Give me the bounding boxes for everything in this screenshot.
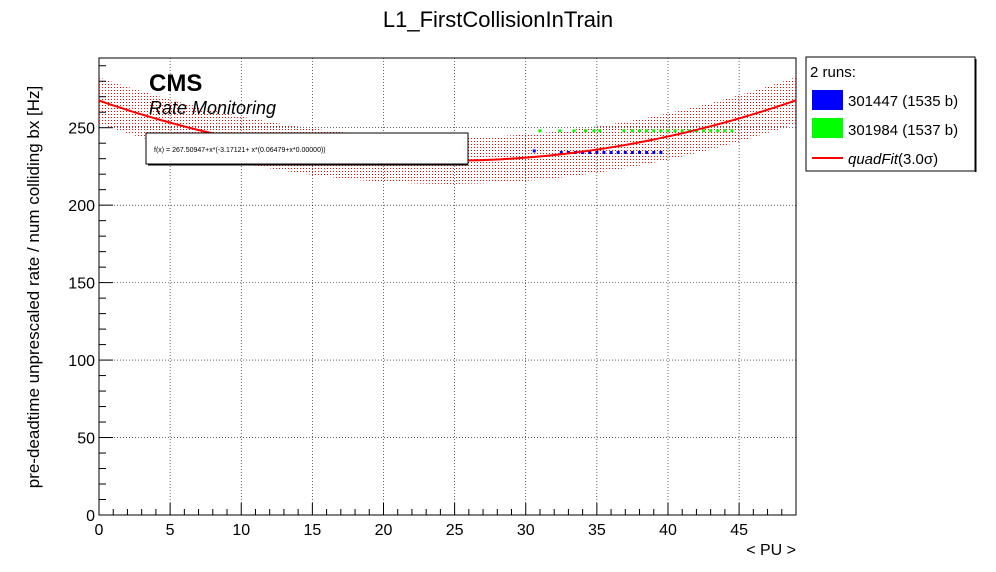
data-point-301984 xyxy=(702,129,706,133)
legend-swatch-301984 xyxy=(812,118,843,138)
data-point-301984 xyxy=(583,129,587,133)
legend-label-quadfit-suffix: (3.0σ) xyxy=(898,151,938,168)
data-point-301447 xyxy=(609,150,613,154)
legend-label-quadfit-name: quadFit xyxy=(848,151,899,168)
y-tick-label: 0 xyxy=(86,508,95,525)
legend-box-shadow xyxy=(975,59,977,172)
data-point-301984 xyxy=(659,129,663,133)
data-point-301447 xyxy=(645,150,649,154)
data-point-301984 xyxy=(723,129,727,133)
x-tick-label: 30 xyxy=(517,522,535,539)
x-tick-label: 20 xyxy=(375,522,393,539)
legend-label-301447: 301447 (1535 b) xyxy=(848,93,958,110)
legend-label-quadfit: quadFit(3.0σ) xyxy=(848,151,938,168)
x-tick-label: 10 xyxy=(232,522,250,539)
x-tick-label: 0 xyxy=(95,522,104,539)
fit-formula-box xyxy=(145,132,469,165)
data-point-301447 xyxy=(638,150,642,154)
y-tick-label: 200 xyxy=(68,198,95,215)
data-point-301984 xyxy=(598,129,602,133)
data-point-301984 xyxy=(538,129,542,133)
y-tick-label: 150 xyxy=(68,276,95,293)
legend-swatch-301447 xyxy=(812,90,843,110)
data-point-301984 xyxy=(645,129,649,133)
x-tick-label: 5 xyxy=(166,522,175,539)
data-point-301447 xyxy=(602,150,606,154)
data-point-301447 xyxy=(595,150,599,154)
x-tick-label: 25 xyxy=(446,522,464,539)
data-point-301984 xyxy=(666,129,670,133)
rate-monitoring-label: Rate Monitoring xyxy=(149,98,276,118)
grid xyxy=(98,58,796,516)
legend: 2 runs: 301447 (1535 b) 301984 (1537 b) … xyxy=(805,56,977,172)
x-tick-label: 40 xyxy=(659,522,677,539)
legend-title: 2 runs: xyxy=(810,64,856,81)
legend-box xyxy=(805,56,976,172)
data-point-301984 xyxy=(652,129,656,133)
data-point-301984 xyxy=(709,129,713,133)
data-point-301984 xyxy=(558,129,562,133)
data-point-301447 xyxy=(588,150,592,154)
data-point-301447 xyxy=(630,150,634,154)
x-tick-label: 15 xyxy=(303,522,321,539)
data-point-301447 xyxy=(616,150,620,154)
fit-formula-box-shadow xyxy=(148,164,468,166)
axis-ticks: 0 5 10 15 20 25 30 35 40 45 0 50 100 150 200 250 xyxy=(68,65,797,539)
x-tick-label: 35 xyxy=(588,522,606,539)
data-point-301984 xyxy=(673,129,677,133)
data-point-301984 xyxy=(622,129,626,133)
x-axis-label: < PU > xyxy=(746,542,796,559)
data-point-301447 xyxy=(623,150,627,154)
data-point-301984 xyxy=(680,129,684,133)
data-point-301984 xyxy=(716,129,720,133)
data-point-301984 xyxy=(730,129,734,133)
data-point-301984 xyxy=(638,129,642,133)
fit-formula-text: f(x) = 267.50947+x*(-3.17121+ x*(0.06479… xyxy=(154,147,326,154)
data-point-301984 xyxy=(630,129,634,133)
y-tick-label: 100 xyxy=(68,353,95,370)
cms-label: CMS xyxy=(149,70,202,97)
legend-label-301984: 301984 (1537 b) xyxy=(848,122,958,139)
data-point-301447 xyxy=(559,150,563,154)
y-axis-label: pre-deadtime unprescaled rate / num coll… xyxy=(24,86,43,489)
y-tick-label: 250 xyxy=(68,121,95,138)
data-point-301447 xyxy=(659,150,663,154)
data-point-301447 xyxy=(532,149,536,153)
y-tick-label: 50 xyxy=(77,431,95,448)
data-point-301984 xyxy=(592,129,596,133)
chart-title: L1_FirstCollisionInTrain xyxy=(383,7,613,32)
data-point-301447 xyxy=(652,150,656,154)
x-tick-label: 45 xyxy=(730,522,748,539)
data-point-301984 xyxy=(572,129,576,133)
